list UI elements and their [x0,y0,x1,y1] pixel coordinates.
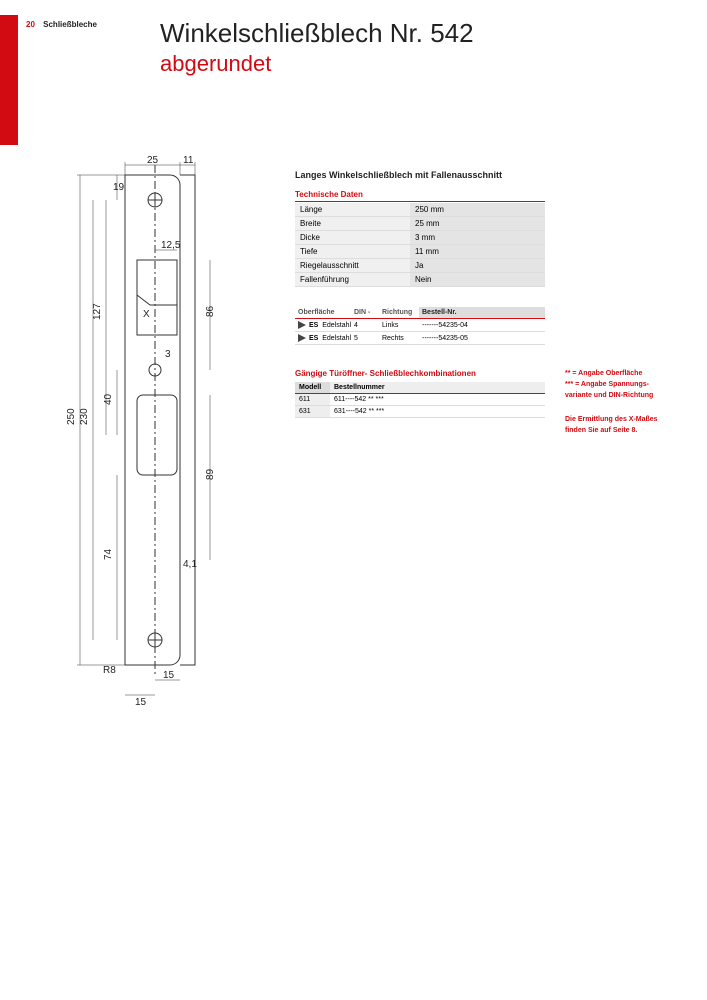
rule [295,201,545,202]
spec-label: Dicke [295,231,410,244]
spec-value: Nein [410,273,545,286]
svg-text:25: 25 [147,155,159,166]
legend-line: ** = Angabe Oberfläche [565,368,685,379]
spec-label: Länge [295,203,410,216]
svg-text:86: 86 [205,305,216,317]
order-table-header: Oberfläche DIN - Richtung Bestell-Nr. [295,307,545,318]
svg-text:40: 40 [103,393,114,405]
side-tab: Winkelschließbleche [0,15,18,145]
page-title: Winkelschließblech Nr. 542 [160,18,474,49]
side-tab-label: Winkelschließbleche [0,75,2,139]
svg-text:230: 230 [79,408,90,425]
right-column: Langes Winkelschließblech mit Fallenauss… [295,170,545,418]
legend-line: variante und DIN-Richtung [565,390,685,401]
order-row: ES Edelstahl5Rechts-------54235-05 [295,332,545,345]
section-name: Schließbleche [43,20,97,29]
combo-row: 611611----542 ** *** [295,394,545,406]
spec-value: 250 mm [410,203,545,216]
svg-text:74: 74 [103,548,114,560]
spec-rows: Länge250 mmBreite25 mmDicke3 mmTiefe11 m… [295,203,545,287]
spec-row: FallenführungNein [295,273,545,287]
svg-text:127: 127 [92,303,103,320]
svg-text:R8: R8 [103,665,116,676]
order-table: Oberfläche DIN - Richtung Bestell-Nr. ES… [295,307,545,345]
spec-value: 25 mm [410,217,545,230]
order-row: ES Edelstahl4Links-------54235-04 [295,319,545,332]
page-number: 20 [26,20,35,29]
marker-icon [298,321,306,329]
svg-text:15: 15 [163,670,175,681]
spec-row: RiegelausschnittJa [295,259,545,273]
combo-table: Gängige Türöffner- Schließblechkombinati… [295,369,545,418]
technical-drawing: 25 11 19 250 230 127 12,5 86 X 3 40 74 8… [55,155,250,715]
running-header: 20 Schließbleche [26,20,97,29]
product-subtitle: Langes Winkelschließblech mit Fallenauss… [295,170,545,180]
spec-label: Tiefe [295,245,410,258]
svg-text:11: 11 [183,155,194,166]
svg-text:12,5: 12,5 [161,240,181,251]
spec-value: 11 mm [410,245,545,258]
spec-row: Dicke3 mm [295,231,545,245]
spec-label: Breite [295,217,410,230]
spec-row: Tiefe11 mm [295,245,545,259]
svg-text:19: 19 [113,182,125,193]
spec-label: Riegelausschnitt [295,259,410,272]
legend-note: Die Ermittlung des X-Maßes [565,414,685,425]
page-title-block: Winkelschließblech Nr. 542 abgerundet [160,18,474,77]
marker-icon [298,334,306,342]
spec-value: Ja [410,259,545,272]
page-subtitle: abgerundet [160,51,474,77]
combo-title: Gängige Türöffner- Schließblechkombinati… [295,369,545,378]
spec-row: Länge250 mm [295,203,545,217]
spec-table-header: Technische Daten [295,190,545,201]
svg-text:4,1: 4,1 [183,559,197,570]
svg-text:3: 3 [165,349,171,360]
legend-note: finden Sie auf Seite 8. [565,425,685,436]
svg-text:X: X [143,309,150,320]
svg-text:89: 89 [205,468,216,480]
spec-table: Technische Daten Länge250 mmBreite25 mmD… [295,190,545,287]
spec-label: Fallenführung [295,273,410,286]
combo-row: 631631----542 ** *** [295,406,545,418]
spec-row: Breite25 mm [295,217,545,231]
legend-line: *** = Angabe Spannungs- [565,379,685,390]
combo-head: Modell Bestellnummer [295,382,545,393]
spec-value: 3 mm [410,231,545,244]
svg-text:15: 15 [135,697,147,708]
svg-text:250: 250 [66,408,77,425]
legend: ** = Angabe Oberfläche *** = Angabe Span… [565,368,685,436]
